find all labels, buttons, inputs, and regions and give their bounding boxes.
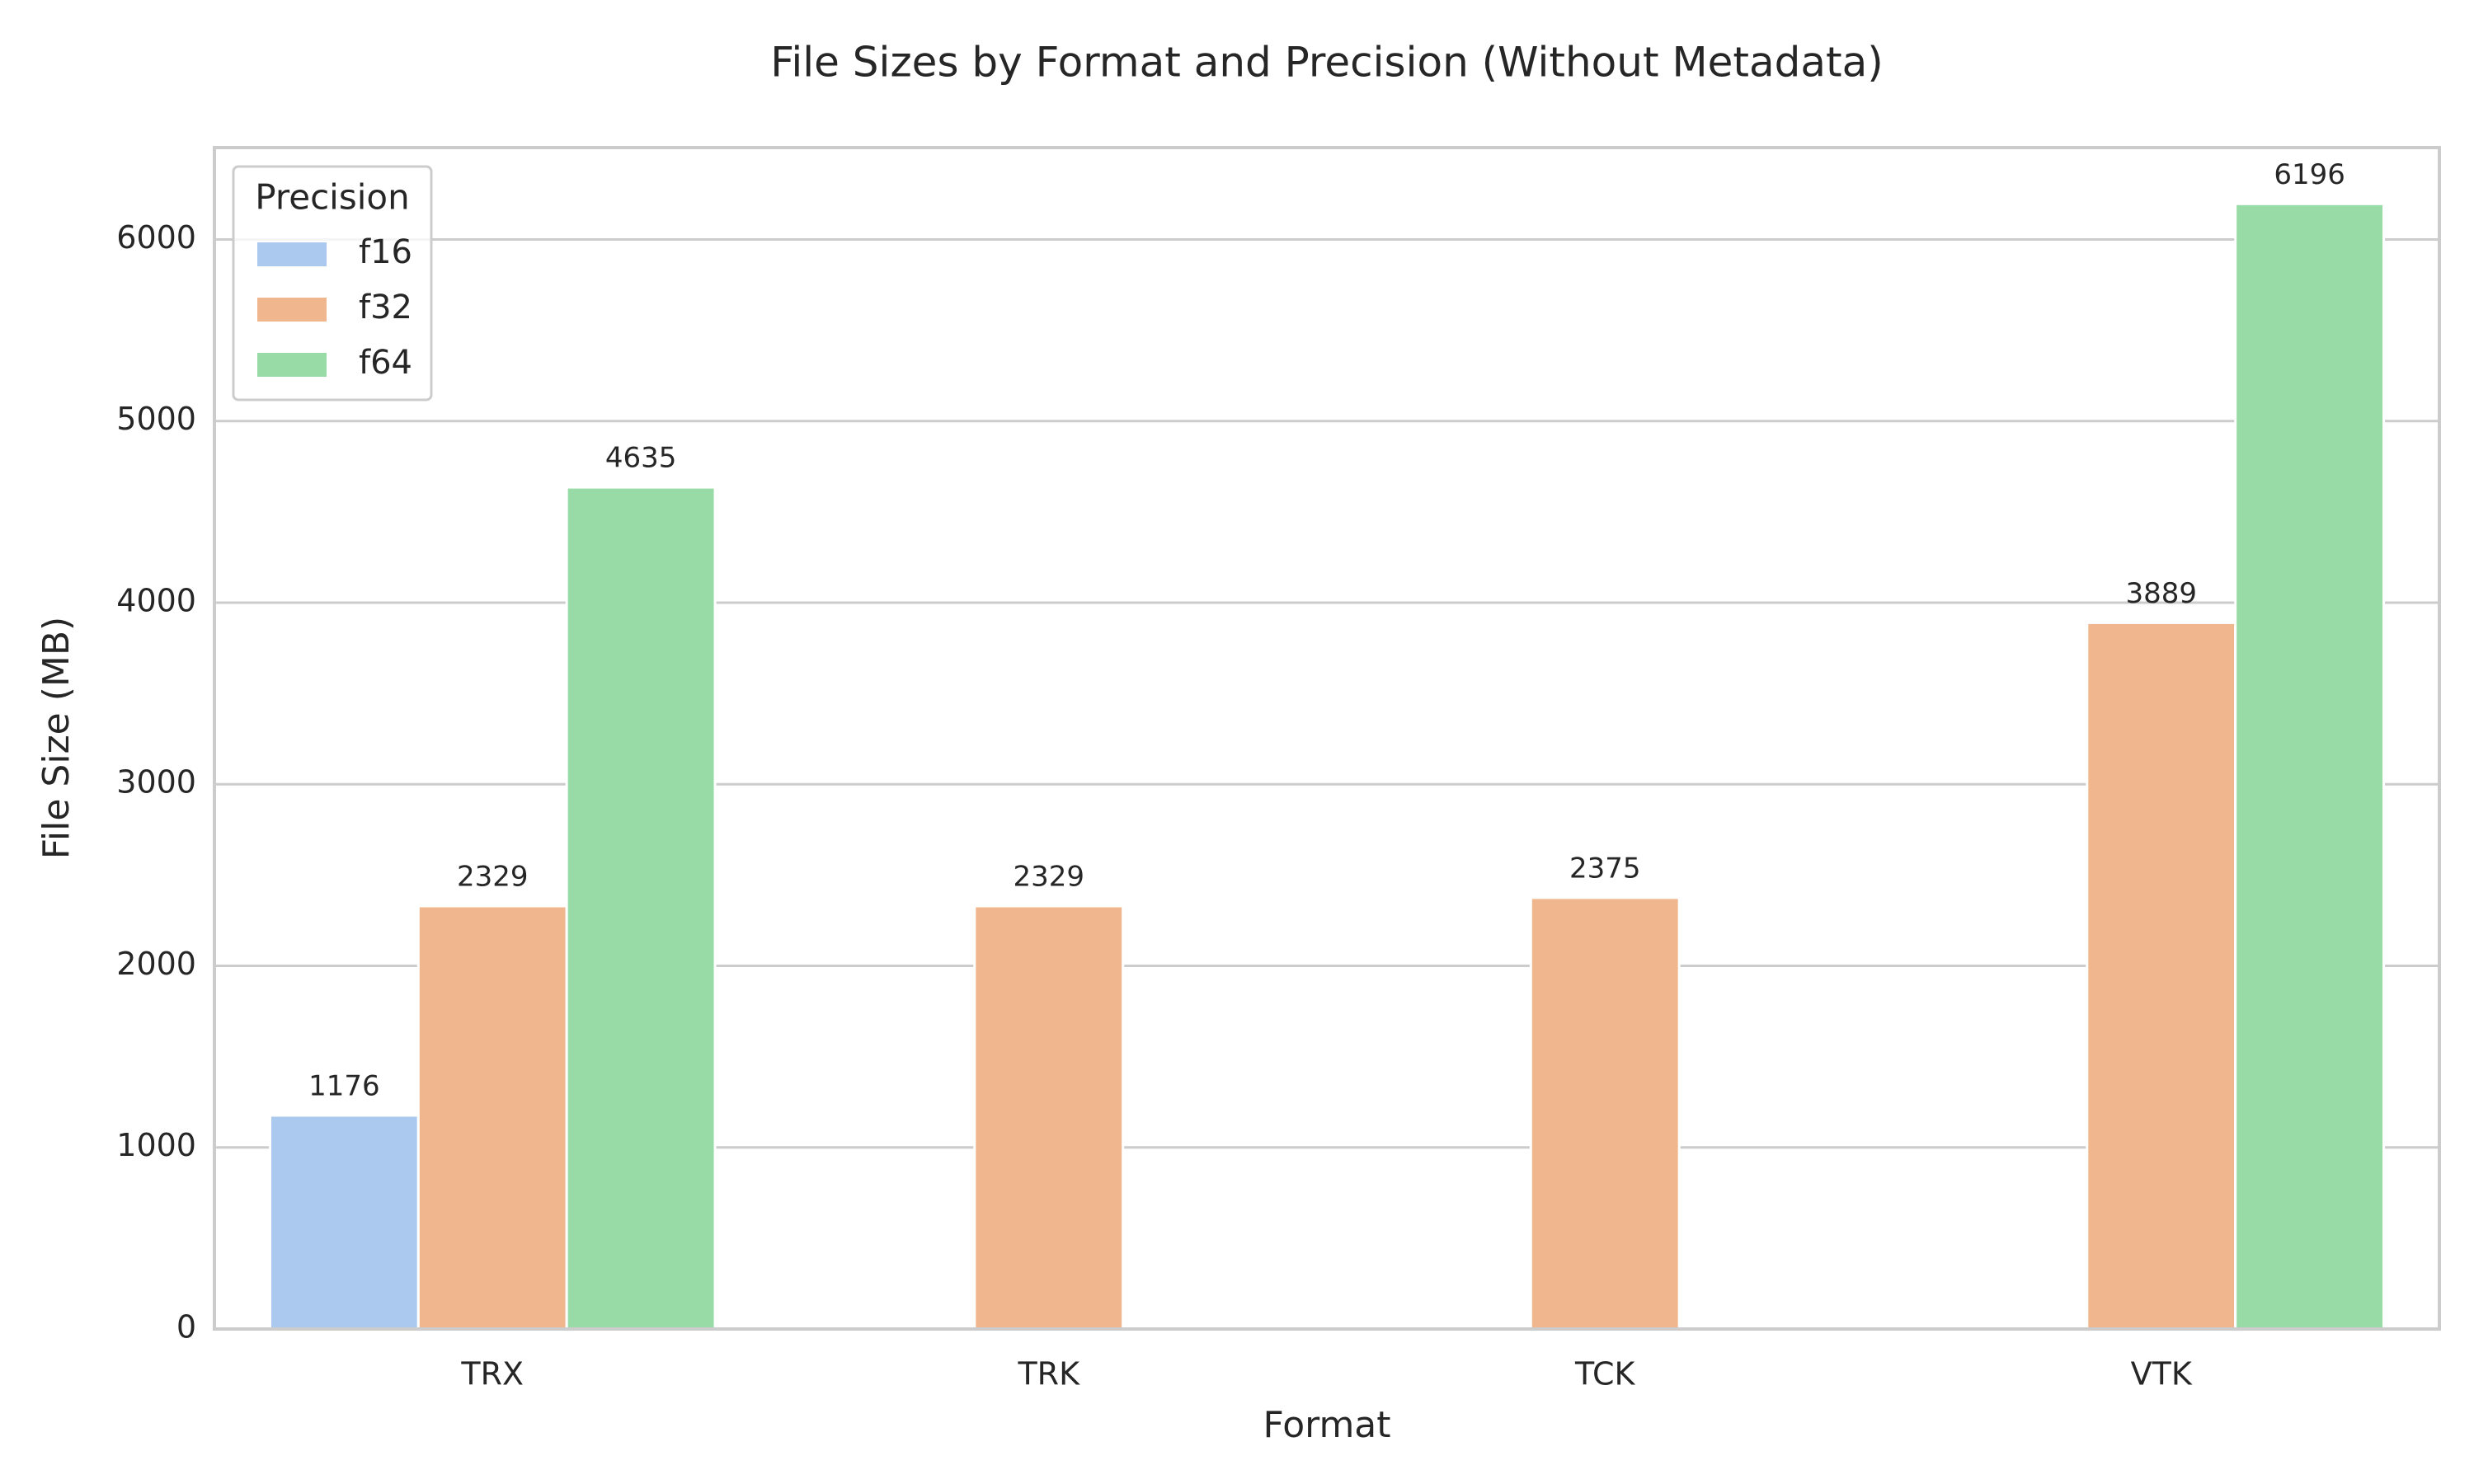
y-tick-label: 2000 [116, 946, 196, 982]
x-tick-label: TRK [1017, 1356, 1080, 1392]
value-label: 2329 [457, 861, 529, 894]
value-label: 6196 [2274, 158, 2345, 191]
value-label: 2329 [1013, 861, 1084, 894]
legend-box [232, 165, 433, 402]
y-tick-label: 4000 [116, 582, 196, 618]
value-label: 3889 [2125, 577, 2197, 610]
value-label: 2375 [1569, 852, 1641, 885]
bar [1529, 896, 1681, 1331]
y-tick-label: 6000 [116, 219, 196, 256]
chart-title: File Sizes by Format and Precision (With… [770, 39, 1884, 87]
legend-label: f64 [359, 344, 412, 382]
bar [416, 904, 568, 1331]
y-tick-label: 0 [176, 1309, 196, 1345]
bar [2086, 621, 2237, 1331]
bar [973, 904, 1125, 1331]
legend-label: f32 [359, 289, 412, 326]
value-label: 4635 [605, 442, 677, 475]
y-tick-label: 5000 [116, 401, 196, 437]
x-axis-label: Format [1263, 1404, 1390, 1446]
x-tick-label: TRX [460, 1356, 524, 1392]
bar [2234, 202, 2386, 1331]
y-tick-label: 3000 [116, 764, 196, 801]
legend-swatch [257, 242, 327, 266]
legend-label: f16 [359, 233, 412, 271]
legend-title: Precision [255, 177, 409, 218]
plot-frame [213, 146, 2441, 1331]
x-tick-label: TCK [1574, 1356, 1636, 1392]
value-label: 1176 [308, 1069, 380, 1102]
x-tick-label: VTK [2131, 1356, 2193, 1392]
legend-swatch [257, 353, 327, 377]
bar [268, 1114, 420, 1331]
bar [565, 486, 717, 1331]
y-tick-label: 1000 [116, 1127, 196, 1163]
legend-swatch [257, 298, 327, 322]
y-axis-label: File Size (MB) [35, 617, 78, 859]
